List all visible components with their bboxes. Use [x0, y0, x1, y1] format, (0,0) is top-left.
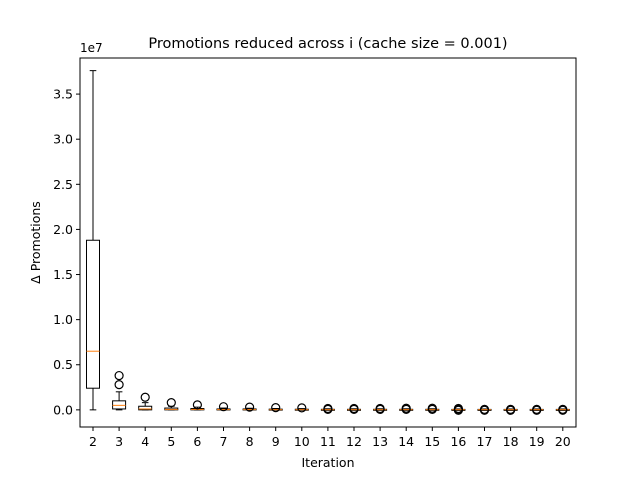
- x-tick-label: 12: [346, 434, 362, 449]
- box-iteration-2: [86, 70, 100, 411]
- iqr-box: [138, 405, 153, 411]
- y-tick-label: 3.0: [53, 132, 73, 147]
- x-tick-label: 15: [424, 434, 440, 449]
- outlier-point: [401, 403, 411, 413]
- outlier-point: [323, 403, 333, 414]
- box-iteration-4: [138, 392, 153, 411]
- box-iteration-3: [112, 370, 127, 411]
- x-tick-label: 3: [115, 434, 123, 449]
- x-axis-label: Iteration: [301, 455, 354, 470]
- iqr-box: [86, 239, 100, 389]
- x-tick-label: 14: [398, 434, 414, 449]
- x-tick-label: 8: [246, 434, 254, 449]
- x-tick-label: 16: [450, 434, 466, 449]
- box-iteration-7: [216, 402, 231, 412]
- outlier-point: [375, 403, 385, 414]
- box-iteration-6: [190, 400, 205, 411]
- x-tick-label: 5: [167, 434, 175, 449]
- box-iteration-14: [399, 403, 414, 415]
- outlier-point: [245, 402, 255, 412]
- x-tick-label: 20: [555, 434, 571, 449]
- x-tick-label: 7: [220, 434, 228, 449]
- outlier-point: [114, 370, 124, 381]
- y-tick-label: 2.0: [53, 222, 73, 237]
- outlier-point: [192, 400, 202, 410]
- box-iteration-17: [477, 404, 492, 415]
- box-iteration-20: [555, 404, 570, 415]
- x-tick-label: 17: [477, 434, 493, 449]
- box-iteration-12: [347, 403, 361, 415]
- box-iteration-13: [373, 403, 388, 415]
- box-iteration-19: [529, 404, 544, 415]
- x-tick-label: 10: [294, 434, 310, 449]
- y-tick-label: 0.0: [53, 402, 73, 417]
- box-iteration-9: [268, 403, 283, 413]
- chart-title: Promotions reduced across i (cache size …: [148, 36, 507, 52]
- x-tick-label: 11: [320, 434, 336, 449]
- outlier-point: [532, 404, 542, 415]
- x-tick-label: 6: [193, 434, 201, 449]
- plot-area-frame: [79, 57, 577, 428]
- outlier-point: [271, 403, 281, 413]
- outlier-point: [114, 379, 124, 390]
- x-tick-label: 4: [141, 434, 149, 449]
- x-tick-label: 18: [503, 434, 519, 449]
- x-tick-label: 2: [89, 434, 97, 449]
- outlier-point: [427, 403, 437, 413]
- box-series: [86, 70, 570, 415]
- outlier-point: [166, 398, 176, 408]
- box-iteration-16: [451, 403, 466, 415]
- y-tick-label: 2.5: [53, 177, 73, 192]
- outlier-point: [140, 392, 150, 402]
- outlier-point: [506, 404, 516, 415]
- y-tick-label: 0.5: [53, 357, 73, 372]
- outlier-point: [558, 404, 568, 415]
- box-iteration-18: [503, 404, 518, 415]
- x-tick-label: 9: [272, 434, 280, 449]
- y-tick-label: 1.5: [53, 267, 73, 282]
- box-iteration-10: [294, 403, 309, 413]
- box-iteration-15: [425, 403, 440, 415]
- outlier-point: [218, 402, 229, 412]
- x-tick-label: 13: [372, 434, 388, 449]
- outlier-point: [453, 403, 463, 414]
- y-axis-label: Δ Promotions: [28, 201, 43, 284]
- y-tick-label: 1.0: [53, 312, 73, 327]
- x-axis-ticks: 2 3 4 5 6 7 8 9 10 11 12 13 14 15 16 17 18 19 20: [89, 427, 571, 449]
- outlier-point: [349, 403, 359, 414]
- y-axis-ticks: 0.0 0.5 1.0 1.5 2.0 2.5 3.0 3.5: [53, 87, 80, 417]
- outlier-point: [479, 404, 490, 415]
- x-tick-label: 19: [529, 434, 545, 449]
- outlier-point: [297, 403, 307, 413]
- y-offset-label: 1e7: [80, 41, 103, 55]
- box-iteration-5: [164, 398, 179, 411]
- box-iteration-11: [320, 403, 335, 415]
- y-tick-label: 3.5: [53, 87, 73, 102]
- box-iteration-8: [242, 402, 257, 412]
